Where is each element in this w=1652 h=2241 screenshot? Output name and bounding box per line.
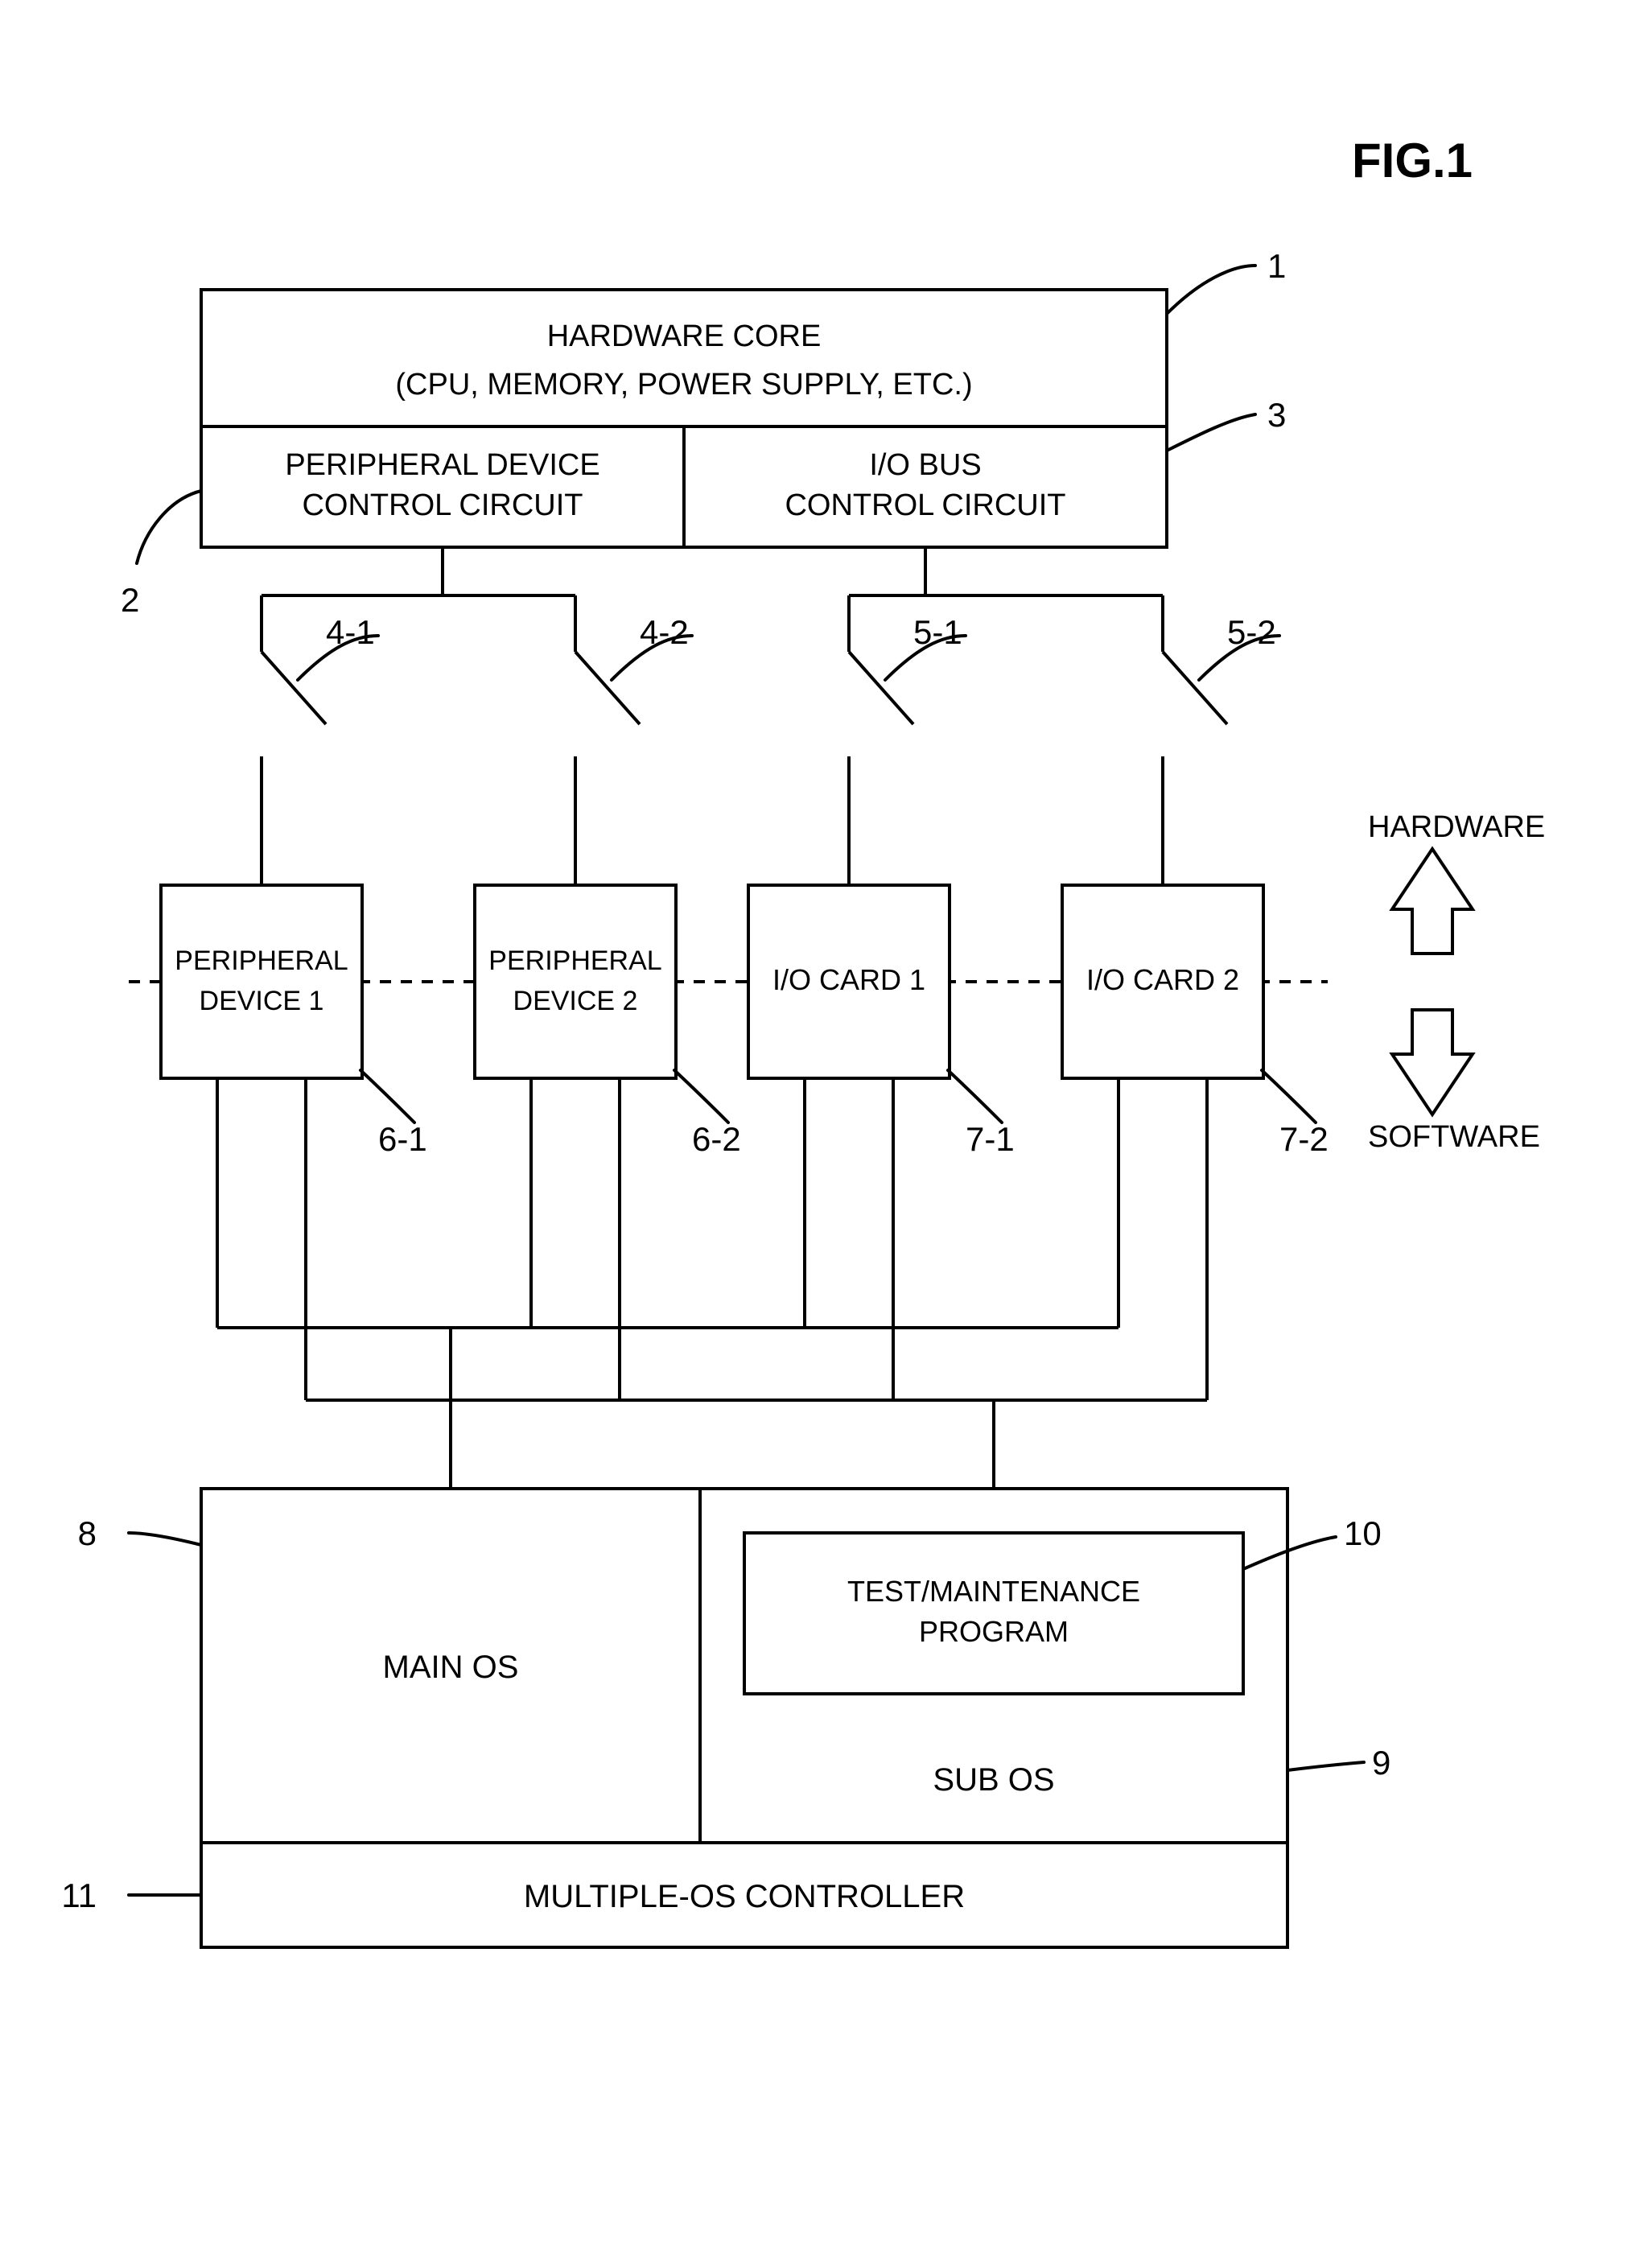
hardware-arrow: HARDWARE [1368,810,1545,954]
ref-5-2: 5-2 [1227,613,1276,651]
ref-7-2: 7-2 [1279,1120,1329,1158]
ref-5-1: 5-1 [913,613,962,651]
ref-7-1: 7-1 [966,1120,1015,1158]
pd2-line2: DEVICE 2 [513,986,638,1016]
ref-4-2: 4-2 [640,613,689,651]
c1-line1: I/O CARD 1 [772,963,925,996]
iobus-ctrl-line2: CONTROL CIRCUIT [785,488,1065,522]
diagram-canvas: FIG.1 HARDWARE CORE (CPU, MEMORY, POWER … [0,0,1652,2241]
ref-6-1: 6-1 [378,1120,427,1158]
pdev-ctrl-line2: CONTROL CIRCUIT [302,488,583,522]
iobus-ctrl-line1: I/O BUS [869,448,981,482]
switch-5-1: 5-1 [849,595,966,885]
hw-core-block: HARDWARE CORE (CPU, MEMORY, POWER SUPPLY… [201,290,1167,426]
ref-4-1: 4-1 [326,613,375,651]
figure-title: FIG.1 [1352,134,1473,187]
io-card-2: I/O CARD 2 [1062,885,1263,1078]
hw-core-line1: HARDWARE CORE [547,319,822,353]
iobus-ctrl-block: I/O BUS CONTROL CIRCUIT [684,426,1167,547]
ref-9: 9 [1372,1744,1390,1782]
ref-8: 8 [78,1514,97,1552]
io-card-1: I/O CARD 1 [748,885,950,1078]
software-arrow: SOFTWARE [1368,1010,1540,1154]
ref-1: 1 [1267,247,1286,285]
peripheral-device-1: PERIPHERAL DEVICE 1 [161,885,362,1078]
hw-core-line2: (CPU, MEMORY, POWER SUPPLY, ETC.) [395,368,972,402]
switch-5-2: 5-2 [1163,595,1279,885]
switch-4-1: 4-1 [262,595,378,885]
pdev-ctrl-line1: PERIPHERAL DEVICE [285,448,599,482]
switch-4-2: 4-2 [575,595,692,885]
test-program-block: TEST/MAINTENANCE PROGRAM [744,1533,1243,1694]
ref-11: 11 [61,1876,97,1914]
pd1-line2: DEVICE 1 [200,986,324,1016]
multi-os-label: MULTIPLE-OS CONTROLLER [524,1879,965,1914]
peripheral-device-2: PERIPHERAL DEVICE 2 [475,885,676,1078]
test-line1: TEST/MAINTENANCE [847,1575,1140,1608]
hardware-label: HARDWARE [1368,810,1545,844]
ref-6-2: 6-2 [692,1120,741,1158]
pd2-line1: PERIPHERAL [488,945,661,976]
c2-line1: I/O CARD 2 [1086,963,1239,996]
pd1-line1: PERIPHERAL [175,945,348,976]
ref-3: 3 [1267,396,1286,434]
software-label: SOFTWARE [1368,1120,1540,1154]
pdev-ctrl-block: PERIPHERAL DEVICE CONTROL CIRCUIT [201,426,684,547]
main-os-label: MAIN OS [383,1650,519,1685]
ref-10: 10 [1344,1514,1382,1552]
sub-os-label: SUB OS [933,1762,1054,1798]
test-line2: PROGRAM [919,1615,1069,1648]
ref-2: 2 [121,581,139,619]
